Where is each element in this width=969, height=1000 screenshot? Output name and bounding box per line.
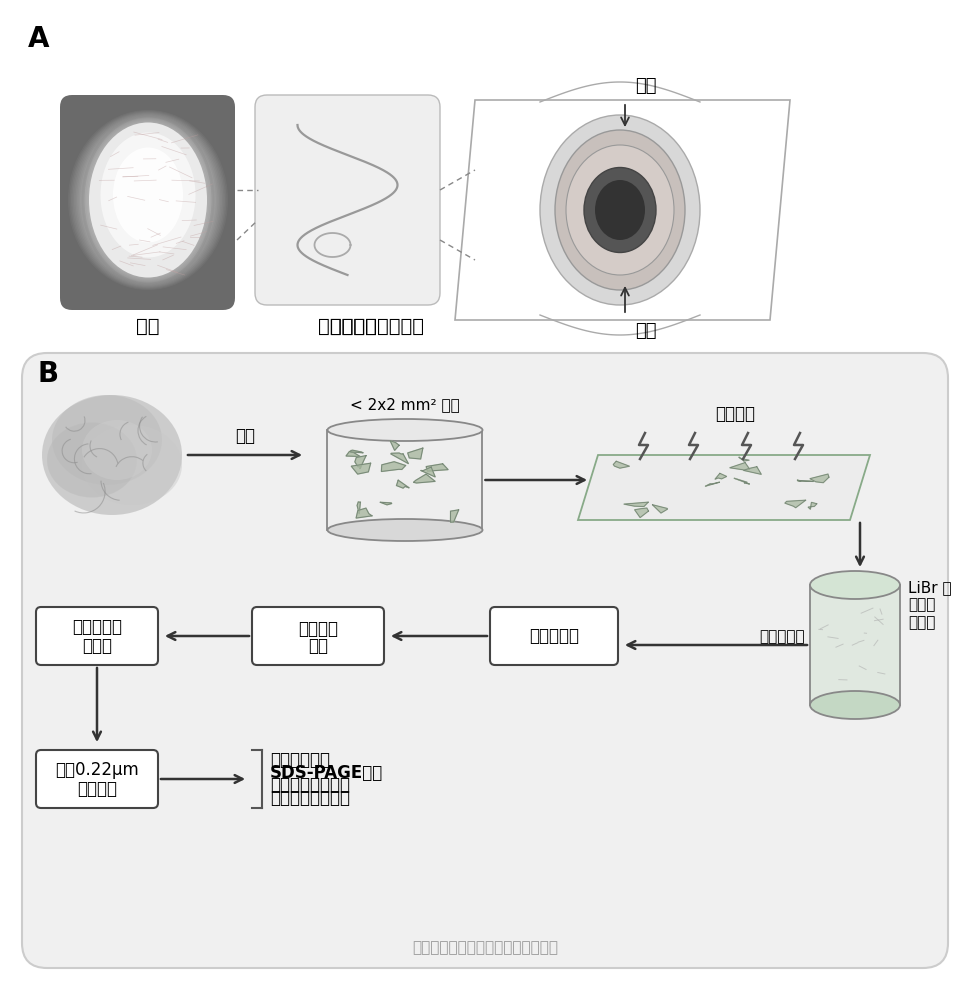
Ellipse shape bbox=[52, 395, 162, 485]
Text: 浓缩: 浓缩 bbox=[308, 637, 328, 655]
Polygon shape bbox=[357, 502, 360, 514]
Ellipse shape bbox=[42, 395, 182, 515]
Polygon shape bbox=[714, 473, 726, 479]
Polygon shape bbox=[634, 508, 648, 518]
Text: 蛋白浓度测定: 蛋白浓度测定 bbox=[269, 751, 329, 769]
Polygon shape bbox=[742, 467, 761, 474]
Text: 蚕茧: 蚕茧 bbox=[136, 317, 160, 336]
Polygon shape bbox=[450, 510, 458, 522]
Text: 透析和复性: 透析和复性 bbox=[528, 627, 578, 645]
Text: 丝素: 丝素 bbox=[635, 322, 656, 340]
Ellipse shape bbox=[82, 420, 152, 480]
Polygon shape bbox=[578, 455, 869, 520]
Text: 蚕丝横截面示意图: 蚕丝横截面示意图 bbox=[330, 317, 424, 336]
Text: 滤器过滤: 滤器过滤 bbox=[77, 780, 117, 798]
Text: 离心取上清: 离心取上清 bbox=[759, 630, 804, 645]
Text: 紫外照射: 紫外照射 bbox=[714, 405, 754, 423]
FancyBboxPatch shape bbox=[255, 95, 440, 305]
Polygon shape bbox=[380, 502, 391, 505]
Polygon shape bbox=[391, 453, 408, 464]
Ellipse shape bbox=[86, 122, 209, 278]
Ellipse shape bbox=[594, 180, 644, 240]
Polygon shape bbox=[652, 505, 667, 513]
Ellipse shape bbox=[809, 571, 899, 599]
Ellipse shape bbox=[89, 122, 206, 277]
Polygon shape bbox=[351, 463, 370, 474]
Polygon shape bbox=[704, 482, 719, 486]
Text: 蚕丝模拟图: 蚕丝模拟图 bbox=[318, 317, 377, 336]
FancyBboxPatch shape bbox=[489, 607, 617, 665]
Polygon shape bbox=[421, 467, 435, 477]
FancyBboxPatch shape bbox=[252, 607, 384, 665]
Ellipse shape bbox=[809, 691, 899, 719]
Text: 丝胶: 丝胶 bbox=[635, 77, 656, 95]
Text: < 2x2 mm² 小块: < 2x2 mm² 小块 bbox=[350, 397, 459, 412]
Ellipse shape bbox=[101, 132, 196, 257]
Ellipse shape bbox=[554, 130, 684, 290]
Ellipse shape bbox=[76, 115, 220, 285]
Polygon shape bbox=[797, 480, 813, 481]
Ellipse shape bbox=[47, 422, 137, 497]
Ellipse shape bbox=[328, 419, 482, 441]
Ellipse shape bbox=[74, 114, 222, 286]
Text: 孔径0.22μm: 孔径0.22μm bbox=[55, 761, 139, 779]
Polygon shape bbox=[454, 100, 789, 320]
FancyBboxPatch shape bbox=[22, 353, 947, 968]
Ellipse shape bbox=[540, 115, 700, 305]
Polygon shape bbox=[729, 463, 749, 470]
Ellipse shape bbox=[73, 113, 223, 287]
Polygon shape bbox=[407, 448, 422, 459]
Polygon shape bbox=[623, 502, 647, 507]
Ellipse shape bbox=[84, 121, 211, 279]
Polygon shape bbox=[390, 441, 398, 450]
Text: LiBr 或
尿素溶
液溶解: LiBr 或 尿素溶 液溶解 bbox=[907, 580, 951, 630]
Text: 丝胶蛋白活性检测: 丝胶蛋白活性检测 bbox=[269, 789, 350, 807]
Ellipse shape bbox=[87, 123, 208, 277]
Ellipse shape bbox=[583, 167, 655, 252]
Text: 用试剂盒去: 用试剂盒去 bbox=[72, 618, 122, 636]
FancyBboxPatch shape bbox=[60, 95, 234, 310]
Polygon shape bbox=[355, 456, 365, 469]
Polygon shape bbox=[809, 585, 899, 705]
Text: A: A bbox=[28, 25, 49, 53]
Polygon shape bbox=[612, 461, 629, 468]
Polygon shape bbox=[809, 474, 828, 483]
Polygon shape bbox=[350, 450, 362, 453]
Text: 以上所有操作均在无菌环境下开展。: 以上所有操作均在无菌环境下开展。 bbox=[412, 940, 557, 956]
Ellipse shape bbox=[81, 119, 214, 281]
FancyBboxPatch shape bbox=[36, 750, 158, 808]
Ellipse shape bbox=[79, 118, 216, 282]
Ellipse shape bbox=[77, 116, 219, 284]
Ellipse shape bbox=[83, 120, 213, 280]
Ellipse shape bbox=[78, 117, 217, 283]
Ellipse shape bbox=[566, 145, 673, 275]
Polygon shape bbox=[328, 430, 482, 530]
Text: SDS-PAGE电泳: SDS-PAGE电泳 bbox=[269, 764, 383, 782]
Text: 内毒素: 内毒素 bbox=[82, 637, 111, 655]
Polygon shape bbox=[396, 480, 409, 488]
FancyBboxPatch shape bbox=[36, 607, 158, 665]
Text: B: B bbox=[38, 360, 59, 388]
Polygon shape bbox=[738, 457, 748, 461]
Text: 聚乙二醇: 聚乙二醇 bbox=[297, 620, 337, 638]
Ellipse shape bbox=[112, 147, 183, 242]
Polygon shape bbox=[381, 462, 405, 471]
Text: 剪切: 剪切 bbox=[234, 427, 255, 445]
Ellipse shape bbox=[71, 112, 225, 288]
Ellipse shape bbox=[82, 425, 182, 505]
Polygon shape bbox=[346, 451, 359, 457]
Ellipse shape bbox=[89, 124, 206, 276]
Ellipse shape bbox=[68, 110, 228, 290]
Polygon shape bbox=[734, 478, 749, 484]
Polygon shape bbox=[356, 508, 372, 518]
Ellipse shape bbox=[70, 111, 227, 289]
Polygon shape bbox=[413, 474, 435, 483]
Polygon shape bbox=[784, 500, 805, 508]
Polygon shape bbox=[425, 464, 448, 471]
Polygon shape bbox=[807, 502, 816, 509]
Text: 鲨试剂检测内毒素: 鲨试剂检测内毒素 bbox=[269, 776, 350, 794]
Ellipse shape bbox=[328, 519, 482, 541]
